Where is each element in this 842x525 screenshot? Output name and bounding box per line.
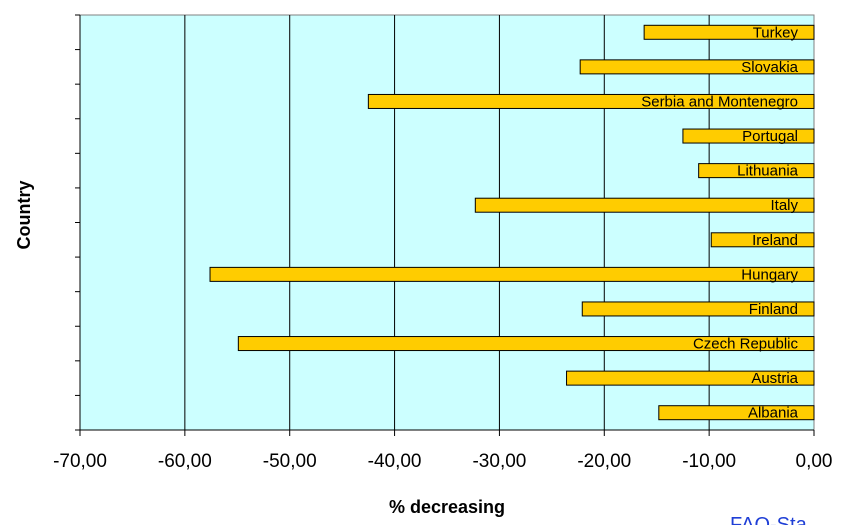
- x-tick-label: -40,00: [368, 451, 422, 472]
- bar-label: Portugal: [742, 128, 798, 145]
- bar: [710, 232, 815, 248]
- y-axis-title: Country: [14, 181, 34, 250]
- x-tick-label: -30,00: [472, 451, 526, 472]
- x-tick-label: -10,00: [682, 451, 736, 472]
- bar-label: Austria: [751, 370, 798, 387]
- bar: [579, 59, 815, 75]
- plot-area: [79, 14, 815, 431]
- bar-label: Hungary: [741, 266, 798, 283]
- bar-label: Finland: [749, 301, 798, 318]
- bar-label: Albania: [748, 405, 799, 422]
- bars: [209, 24, 815, 421]
- x-tick-label: -20,00: [577, 451, 631, 472]
- bar-label: Italy: [770, 197, 798, 214]
- bar: [581, 301, 815, 317]
- bar-labels: Turkey Slovakia Serbia and Montenegro Portu…: [641, 24, 798, 421]
- bar: [237, 336, 815, 352]
- bar: [209, 266, 815, 282]
- x-tick-label: -70,00: [53, 451, 107, 472]
- bar: [658, 405, 815, 421]
- bar-label: Serbia and Montenegro: [641, 93, 798, 110]
- x-tick-label: -50,00: [263, 451, 317, 472]
- x-tick-label: -60,00: [158, 451, 212, 472]
- bar: [367, 93, 815, 109]
- tick-labels: -70,00 -60,00 -50,00 -40,00 -30,00 -20,00 -10,…: [53, 451, 832, 472]
- x-tick-label: 0,00: [796, 451, 833, 472]
- bar: [698, 163, 815, 179]
- bar: [643, 24, 815, 40]
- bar-label: Lithuania: [737, 163, 799, 180]
- gridlines: [184, 15, 710, 430]
- source-label[interactable]: FAO-Sta: [730, 514, 808, 525]
- axes: [75, 14, 815, 436]
- bar-label: Turkey: [753, 24, 799, 41]
- bar: [474, 197, 815, 213]
- bar-label: Ireland: [752, 232, 798, 249]
- bar: [566, 370, 815, 386]
- bar-label: Czech Republic: [693, 336, 799, 353]
- bar: [682, 128, 815, 144]
- bar-label: Slovakia: [741, 59, 798, 76]
- x-axis-title: % decreasing: [389, 497, 505, 517]
